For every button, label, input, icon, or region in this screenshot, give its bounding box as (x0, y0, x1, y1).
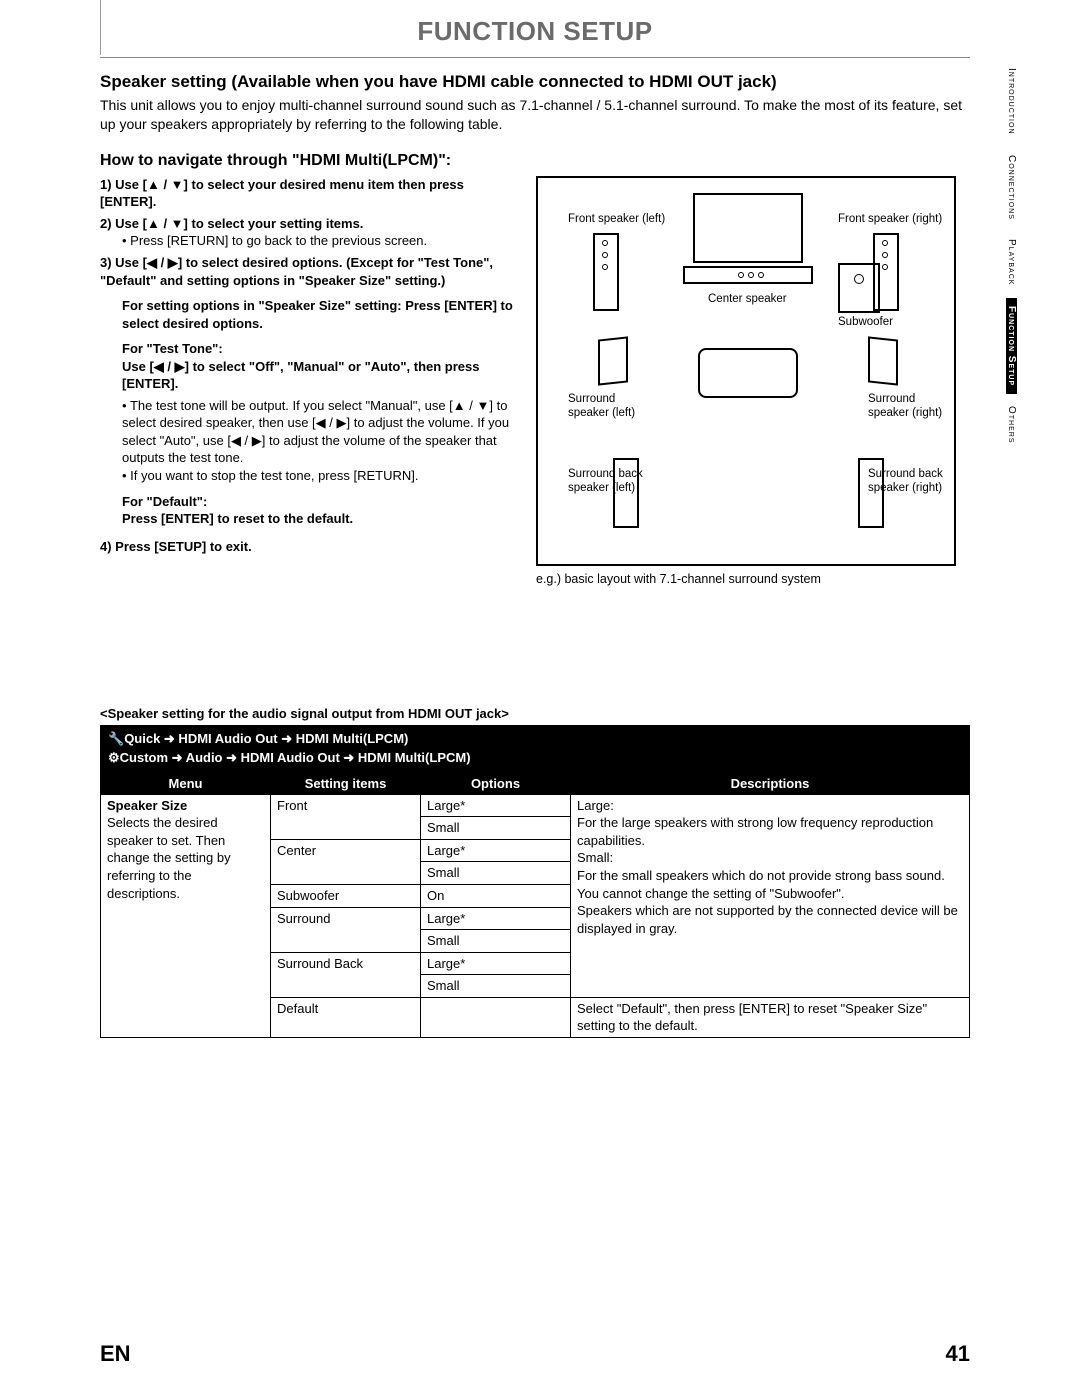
settings-table: Menu Setting items Options Descriptions … (100, 772, 970, 1038)
tab-function-setup[interactable]: Function Setup (1006, 298, 1017, 394)
tab-introduction[interactable]: Introduction (1006, 60, 1017, 143)
wrench-icon: 🔧 (108, 731, 124, 746)
tab-others[interactable]: Others (1006, 398, 1017, 452)
heading-speaker-setting: Speaker setting (Available when you have… (100, 72, 970, 92)
instruction-list: 1) Use [▲ / ▼] to select your desired me… (100, 176, 520, 586)
diagram-caption: e.g.) basic layout with 7.1-channel surr… (536, 572, 956, 586)
speaker-layout-diagram: Front speaker (left) Front speaker (righ… (536, 176, 956, 566)
desc-cell: Large: For the large speakers with stron… (571, 794, 970, 997)
table-caption: <Speaker setting for the audio signal ou… (100, 706, 970, 721)
page-number: 41 (946, 1341, 970, 1367)
tab-playback[interactable]: Playback (1006, 231, 1017, 293)
language-code: EN (100, 1341, 131, 1367)
page-title: FUNCTION SETUP (100, 10, 970, 58)
menu-path: 🔧Quick ➜ HDMI Audio Out ➜ HDMI Multi(LPC… (100, 725, 970, 772)
intro-text: This unit allows you to enjoy multi-chan… (100, 96, 970, 134)
gear-icon: ⚙ (108, 750, 120, 765)
menu-cell: Speaker Size Selects the desired speaker… (101, 794, 271, 1037)
section-tabs: Introduction Connections Playback Functi… (1006, 60, 1030, 455)
heading-how-to-navigate: How to navigate through "HDMI Multi(LPCM… (100, 152, 970, 170)
tab-connections[interactable]: Connections (1006, 147, 1017, 228)
